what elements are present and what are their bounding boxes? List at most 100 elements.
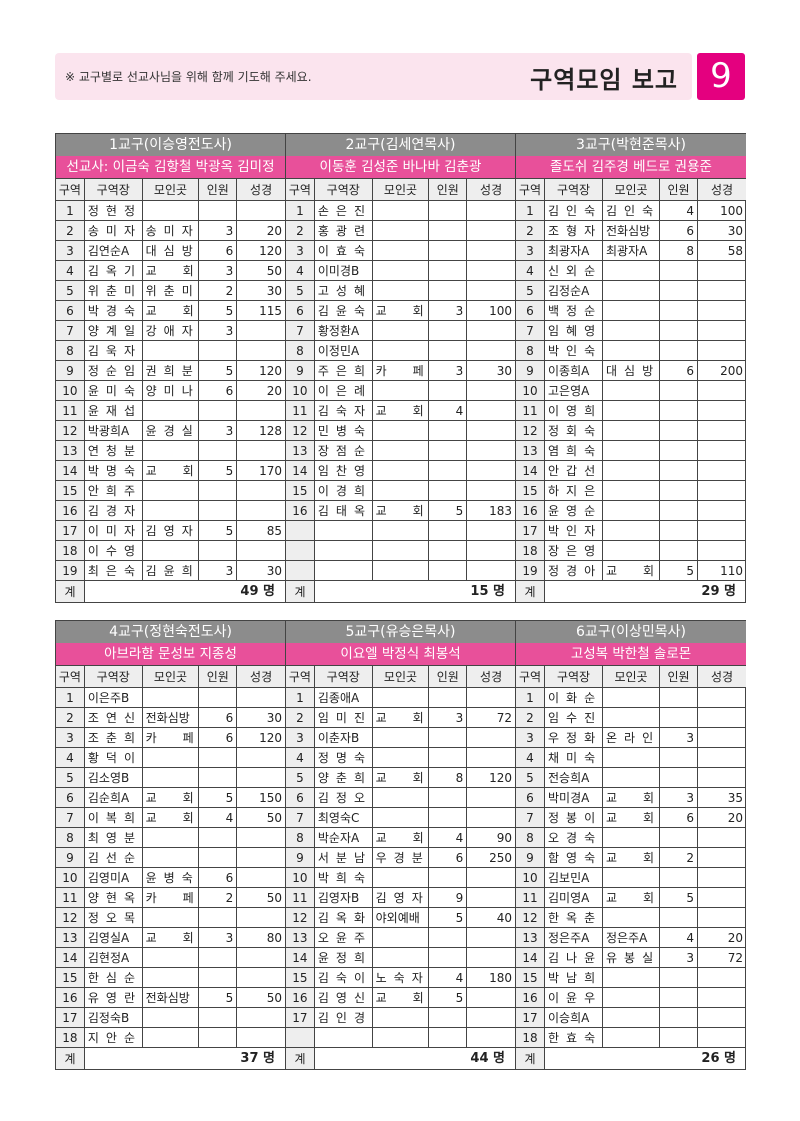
- leader-name: 윤미숙: [85, 381, 143, 400]
- table-row: 10 고은영A: [516, 380, 746, 400]
- district-number: 13: [286, 928, 315, 947]
- district-number: 1: [286, 201, 315, 220]
- attendance: 4: [429, 968, 468, 987]
- district-title: 4교구(정현숙전도사): [56, 621, 285, 643]
- table-row: [286, 560, 515, 580]
- bible-reading: 100: [720, 204, 743, 218]
- district-number: 10: [56, 381, 85, 400]
- table-row: 7 최영숙C: [286, 807, 515, 827]
- leader-name: 정오목: [85, 908, 143, 927]
- district-number: 2: [286, 221, 315, 240]
- attendance: 6: [199, 728, 238, 747]
- district-number: 1: [516, 688, 545, 707]
- bible-reading: 100: [489, 304, 512, 318]
- leader-name: 김욱자: [85, 341, 143, 360]
- column-header: 성경: [480, 183, 503, 197]
- bible-reading: [237, 968, 285, 987]
- attendance: 2: [199, 281, 238, 300]
- table-row: 18 한효숙: [516, 1027, 746, 1047]
- meeting-place: 카페: [143, 728, 200, 747]
- meeting-place: 교회: [143, 301, 200, 320]
- leader-name: 양춘희: [315, 768, 373, 787]
- leader-name: 송미자: [85, 221, 143, 240]
- bible-reading: [237, 1028, 285, 1047]
- meeting-place: [373, 521, 430, 540]
- table-row: 2 조연신 전화심방 6 30: [56, 707, 285, 727]
- district-number: 10: [56, 868, 85, 887]
- meeting-place: [603, 968, 660, 987]
- district-number: 9: [286, 848, 315, 867]
- table-row: 7 임혜영: [516, 320, 746, 340]
- attendance: [199, 1008, 238, 1027]
- attendance: 8: [660, 241, 698, 260]
- attendance: [429, 221, 468, 240]
- table-row: 11 이영희: [516, 400, 746, 420]
- table-row: 5 김소영B: [56, 767, 285, 787]
- column-header: 모인곳: [603, 179, 660, 200]
- attendance: 3: [429, 301, 468, 320]
- column-header: 인원: [199, 179, 238, 200]
- district-number: 5: [56, 281, 85, 300]
- bible-reading: 50: [266, 264, 282, 278]
- attendance: [199, 908, 238, 927]
- attendance: 6: [199, 708, 238, 727]
- meeting-place: 대심방: [143, 241, 200, 260]
- meeting-place: [143, 341, 200, 360]
- column-header: 인원: [199, 666, 238, 687]
- bible-reading: [467, 321, 515, 340]
- bible-reading: 30: [727, 224, 743, 238]
- table-row: [286, 1027, 515, 1047]
- bible-reading: [237, 501, 285, 520]
- table-row: 4 채미숙: [516, 747, 746, 767]
- table-row: 19정경아교회5 110: [516, 560, 746, 580]
- district-number: 14: [516, 948, 545, 967]
- meeting-place: 야외예배: [373, 908, 430, 927]
- attendance: [429, 688, 468, 707]
- bible-reading: [467, 401, 515, 420]
- table-row: 6김윤숙교회3 100: [286, 300, 515, 320]
- bible-reading: [467, 341, 515, 360]
- table-row: 17 이미자 김영자 5 85: [56, 520, 285, 540]
- column-header: 구역장: [545, 666, 603, 687]
- district-title: 1교구(이승영전도사): [56, 134, 285, 156]
- attendance: 3: [199, 421, 238, 440]
- attendance: [429, 521, 468, 540]
- leader-name: 전승희A: [545, 768, 603, 787]
- leader-name: 김영신: [315, 988, 373, 1007]
- leader-name: 이영희: [545, 401, 603, 420]
- leader-name: [315, 521, 373, 540]
- meeting-place: 김인숙: [603, 201, 660, 220]
- attendance: [429, 561, 468, 580]
- attendance: [660, 1028, 698, 1047]
- bible-reading: [467, 441, 515, 460]
- leader-name: 김현정A: [85, 948, 143, 967]
- district-number: 13: [516, 928, 545, 947]
- bible-reading: [237, 848, 285, 867]
- leader-name: 김숙이: [315, 968, 373, 987]
- leader-name: 조춘희: [85, 728, 143, 747]
- table-row: 13 오윤주: [286, 927, 515, 947]
- district-number: 19: [56, 561, 85, 580]
- attendance: [429, 421, 468, 440]
- leader-name: 김소영B: [85, 768, 143, 787]
- meeting-place: 교회: [373, 828, 430, 847]
- meeting-place: [603, 321, 660, 340]
- attendance: [660, 501, 698, 520]
- attendance: [660, 541, 698, 560]
- bible-reading: 20: [266, 224, 282, 238]
- attendance: 3: [660, 728, 698, 747]
- leader-name: 이정민A: [315, 341, 373, 360]
- district-number: 6: [516, 788, 545, 807]
- attendance: [429, 1008, 468, 1027]
- leader-name: 박미경A: [545, 788, 603, 807]
- leader-name: 최은숙: [85, 561, 143, 580]
- bible-reading: [237, 201, 285, 220]
- column-header: 인원: [429, 666, 468, 687]
- meeting-place: 교회: [143, 928, 200, 947]
- leader-name: 이수영: [85, 541, 143, 560]
- leader-name: 조형자: [545, 221, 603, 240]
- attendance: [660, 301, 698, 320]
- bible-reading: [237, 768, 285, 787]
- attendance: [199, 401, 238, 420]
- leader-name: 고성혜: [315, 281, 373, 300]
